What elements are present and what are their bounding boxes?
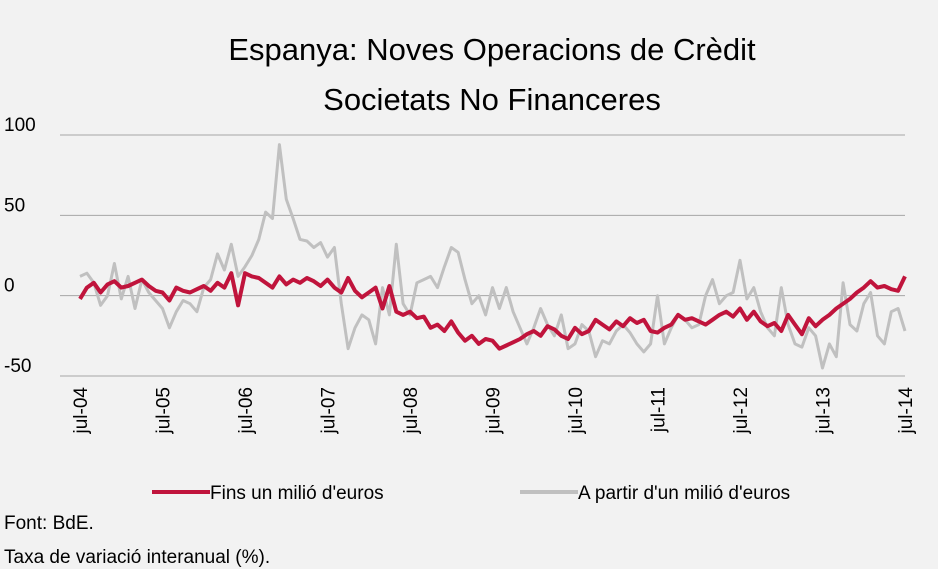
x-tick-label: jul-11 [649, 387, 670, 433]
x-tick-label: jul-13 [814, 387, 835, 434]
x-tick-label: jul-07 [319, 387, 340, 434]
x-tick-label: jul-06 [236, 387, 257, 434]
chart-title: Societats No Financeres [323, 82, 661, 117]
legend-label: Fins un milió d'euros [210, 483, 384, 504]
x-tick-label: jul-04 [71, 387, 92, 435]
series-line [78, 271, 907, 351]
y-tick-label: -50 [4, 356, 31, 377]
y-tick-label: 100 [4, 115, 36, 136]
x-tick-label: jul-08 [401, 387, 422, 434]
legend-label: A partir d'un milió d'euros [578, 483, 790, 504]
note: Taxa de variació interanual (%). [4, 547, 270, 568]
x-tick-label: jul-05 [154, 387, 175, 434]
y-tick-label: 50 [4, 195, 25, 216]
chart-title: Espanya: Noves Operacions de Crèdit [228, 32, 756, 67]
x-tick-label: jul-10 [566, 387, 587, 434]
note: Font: BdE. [4, 513, 94, 534]
y-tick-label: 0 [4, 276, 15, 297]
x-tick-label: jul-12 [731, 387, 752, 434]
x-tick-label: jul-09 [484, 387, 505, 434]
x-tick-label: jul-14 [896, 387, 917, 435]
series-line [79, 143, 907, 370]
